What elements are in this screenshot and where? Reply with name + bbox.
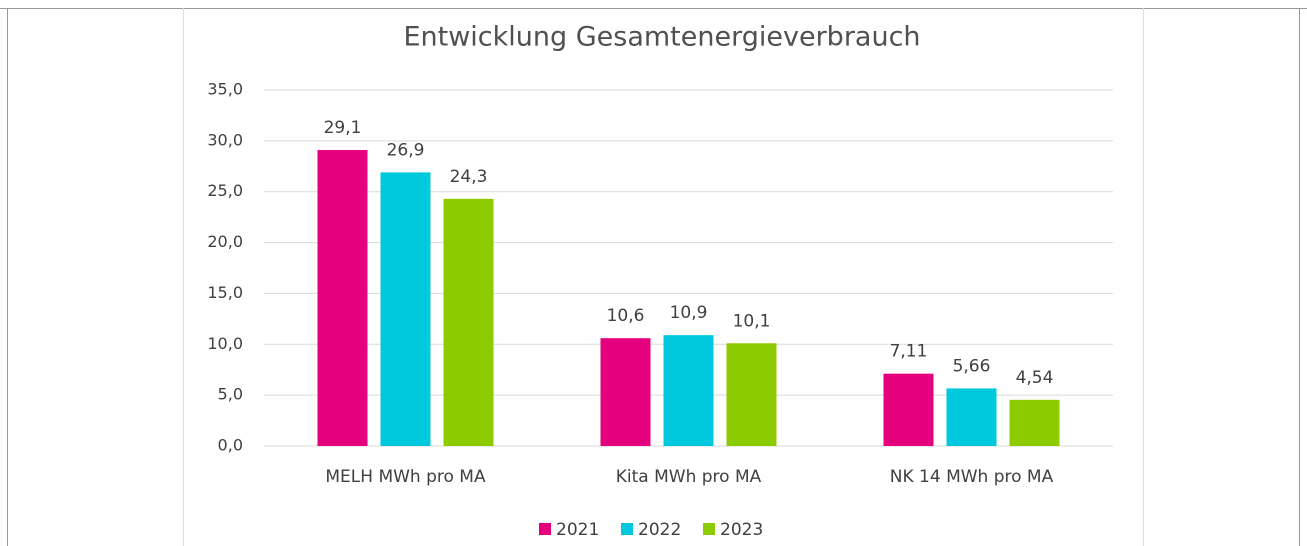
bar — [317, 150, 368, 447]
value-label: 10,6 — [607, 306, 645, 326]
y-tick-label: 5,0 — [218, 385, 243, 404]
value-label: 4,54 — [1016, 368, 1054, 388]
legend-label: 2023 — [720, 520, 763, 540]
y-tick-label: 35,0 — [207, 80, 243, 99]
bar — [946, 388, 997, 446]
bar — [600, 338, 651, 446]
y-tick-label: 0,0 — [218, 436, 243, 455]
bar — [726, 343, 777, 446]
value-label: 5,66 — [953, 356, 991, 376]
x-tick-label: NK 14 MWh pro MA — [890, 467, 1054, 487]
legend-swatch — [539, 523, 551, 535]
legend-label: 2021 — [556, 520, 599, 540]
value-label: 24,3 — [450, 167, 488, 187]
bar — [1009, 399, 1060, 446]
y-tick-label: 10,0 — [207, 334, 243, 353]
legend-label: 2022 — [638, 520, 681, 540]
y-tick-label: 15,0 — [207, 283, 243, 302]
bar — [443, 198, 494, 446]
value-label: 7,11 — [890, 342, 928, 362]
x-tick-label: Kita MWh pro MA — [616, 467, 762, 487]
legend-swatch — [621, 523, 633, 535]
value-label: 29,1 — [324, 118, 362, 138]
chart-title: Entwicklung Gesamtenergieverbrauch — [403, 22, 920, 53]
x-tick-label: MELH MWh pro MA — [325, 467, 486, 487]
bar — [883, 373, 934, 446]
bar — [663, 335, 714, 446]
bar — [380, 172, 431, 447]
value-label: 10,9 — [670, 303, 708, 323]
value-label: 10,1 — [733, 311, 771, 331]
y-tick-label: 25,0 — [207, 181, 243, 200]
legend-swatch — [703, 523, 715, 535]
y-tick-label: 20,0 — [207, 232, 243, 251]
value-label: 26,9 — [387, 140, 425, 160]
y-tick-label: 30,0 — [207, 130, 243, 149]
